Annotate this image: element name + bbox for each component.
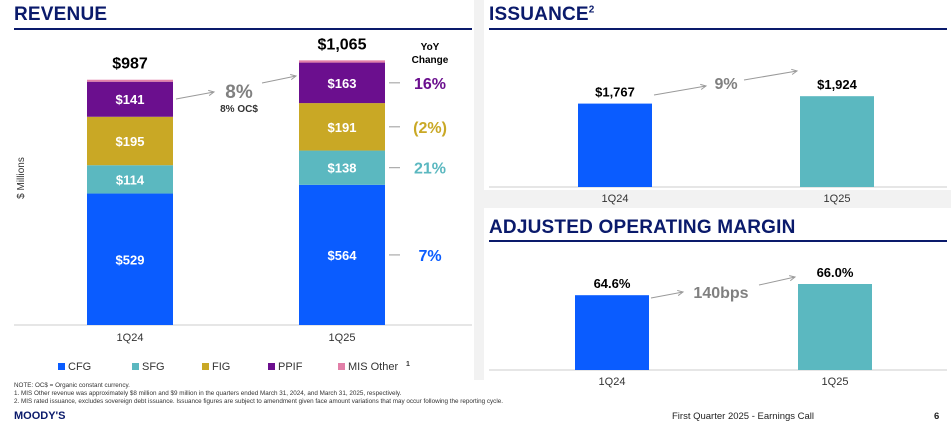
legend-label: SFG (142, 361, 165, 373)
bar-mis_other-1q25 (299, 60, 385, 63)
moodys-logo: MOODY'S (14, 410, 66, 422)
margin-title: ADJUSTED OPERATING MARGIN (489, 217, 796, 238)
yoy-value: 16% (414, 76, 446, 93)
total-label: $1,065 (318, 36, 367, 53)
bar-value-label: $1,767 (595, 85, 635, 100)
issuance-arrow-2 (743, 70, 798, 81)
revenue-arrow-2-head (290, 74, 298, 81)
note-line: 2. MIS rated issuance, excludes sovereig… (14, 398, 503, 405)
note-line: 1. MIS Other revenue was approximately $… (14, 390, 402, 397)
legend-label: FIG (212, 361, 230, 373)
yoy-header: YoY (421, 42, 440, 53)
bar-issuance-1q24 (578, 103, 652, 187)
issuance-change-label: 9% (714, 76, 737, 93)
bar-label: $114 (116, 172, 145, 187)
bar-label: $163 (328, 76, 357, 91)
bar-mis_other-1q24 (87, 79, 173, 82)
legend-label: CFG (68, 361, 91, 373)
bar-label: $529 (116, 252, 145, 267)
margin-arrow-1 (650, 291, 684, 299)
bar-label: $195 (116, 134, 145, 149)
bar-sfg-1q25 (299, 150, 385, 185)
x-tick-label: 1Q25 (824, 193, 851, 205)
bar-label: $564 (328, 248, 358, 263)
bar-ppif-1q25 (299, 62, 385, 104)
yoy-header: Change (412, 55, 449, 66)
issuance-title: ISSUANCE2 (489, 4, 595, 25)
panel-gap (474, 190, 951, 208)
x-tick-label: 1Q25 (822, 376, 849, 388)
margin-change-label: 140bps (693, 285, 748, 302)
revenue-change-sub: 8% OC$ (220, 104, 258, 115)
issuance-title-rule (489, 28, 947, 30)
footnotes: NOTE: OC$ = Organic constant currency. 1… (14, 382, 503, 406)
x-tick-label: 1Q24 (599, 376, 626, 388)
margin-arrow-2 (758, 276, 796, 286)
bar-value-label: 66.0% (817, 265, 854, 280)
legend-swatch-cfg (58, 363, 65, 370)
x-tick-label: 1Q24 (117, 332, 144, 344)
revenue-arrow-2 (261, 75, 297, 84)
x-tick-label: 1Q24 (602, 193, 629, 205)
bar-margin-1q25 (798, 284, 872, 370)
bar-cfg-1q24 (87, 193, 173, 325)
note-line: NOTE: OC$ = Organic constant currency. (14, 382, 130, 389)
revenue-arrow-1-head (208, 89, 216, 96)
bar-label: $138 (328, 161, 357, 176)
y-axis-label: $ Millions (16, 157, 27, 199)
legend-swatch-fig (202, 363, 209, 370)
yoy-value: 7% (418, 248, 441, 265)
page-number: 6 (934, 411, 940, 422)
legend-swatch-mis_other (338, 363, 345, 370)
revenue-change-label: 8% (225, 82, 253, 103)
bar-issuance-1q25 (800, 96, 874, 187)
revenue-title: REVENUE (14, 4, 108, 25)
x-tick-label: 1Q25 (329, 332, 356, 344)
footer-text: First Quarter 2025 - Earnings Call (672, 411, 815, 422)
yoy-value: 21% (414, 161, 446, 178)
bar-fig-1q25 (299, 103, 385, 151)
bar-label: $191 (328, 120, 357, 135)
yoy-value: (2%) (413, 120, 447, 137)
issuance-arrow-1 (653, 85, 707, 96)
margin-title-rule (489, 240, 947, 242)
legend-swatch-ppif (268, 363, 275, 370)
bar-label: $141 (116, 92, 145, 107)
margin-arrow-1-head (677, 289, 685, 296)
total-label: $987 (112, 56, 148, 73)
issuance-arrow-2-head (791, 68, 799, 75)
margin-arrow-2-head (789, 275, 797, 282)
legend-label: PPIF (278, 361, 303, 373)
bar-cfg-1q25 (299, 184, 385, 325)
bar-value-label: 64.6% (594, 276, 631, 291)
legend-sup: 1 (406, 361, 410, 368)
legend-label: MIS Other (348, 361, 398, 373)
revenue-title-rule (14, 28, 472, 30)
bar-fig-1q24 (87, 116, 173, 166)
bar-sfg-1q24 (87, 165, 173, 194)
bar-ppif-1q24 (87, 81, 173, 117)
issuance-arrow-1-head (700, 83, 708, 90)
bar-value-label: $1,924 (817, 77, 858, 92)
legend-swatch-sfg (132, 363, 139, 370)
revenue-arrow-1 (175, 91, 215, 100)
bar-margin-1q24 (575, 295, 649, 370)
